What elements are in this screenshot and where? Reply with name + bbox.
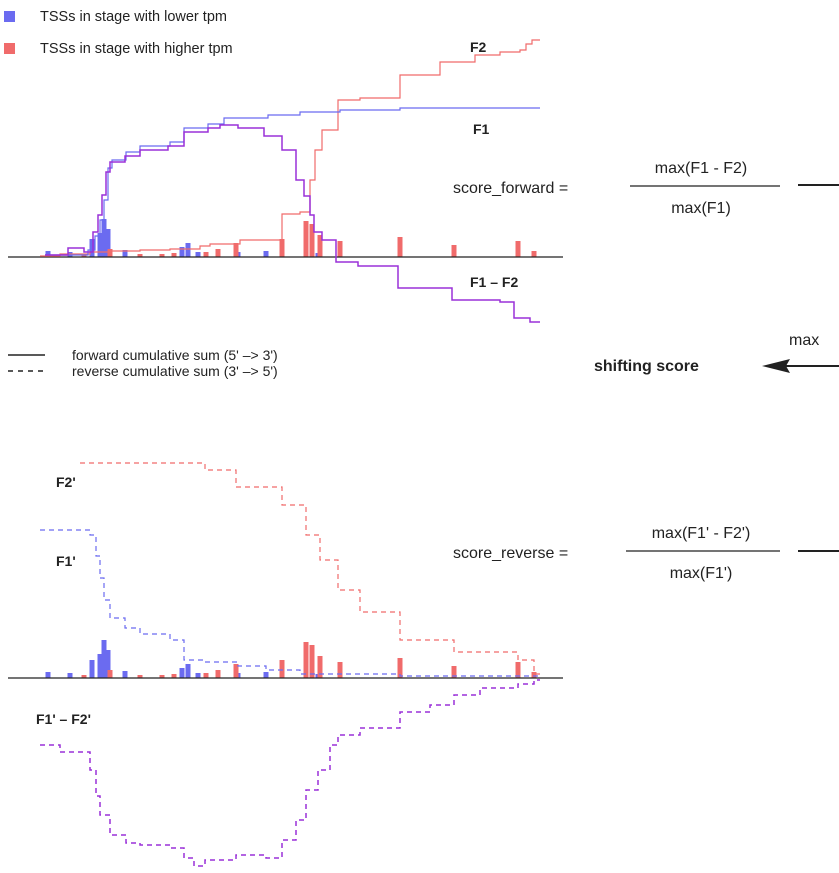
bars-top-higher-bar-1 [107, 249, 113, 257]
bars-top-lower-bar-5 [105, 229, 111, 257]
bars-top-higher-bar-3 [159, 254, 165, 257]
bars-bottom-higher-bar-15 [515, 662, 521, 678]
bars-top-lower-bar-0 [45, 251, 51, 257]
bars-top-higher-bar-11 [317, 235, 323, 257]
bars-bottom-lower-bar-9 [195, 673, 201, 678]
label-f2-prime: F2' [56, 474, 76, 490]
legend-swatch-lower-tpm [4, 11, 15, 22]
bars-top-higher-bar-9 [303, 221, 309, 257]
bars-bottom-higher-bar-7 [233, 664, 239, 678]
bars-bottom-lower-bar-6 [122, 671, 128, 678]
bars-bottom-higher-bar-10 [309, 645, 315, 678]
label-f2: F2 [470, 39, 487, 55]
bars-bottom-lower-bar-1 [67, 673, 73, 678]
bars-bottom-higher-bar-13 [397, 658, 403, 678]
forward-diff-curve [45, 124, 540, 323]
max-label: max [789, 332, 819, 349]
forward-f1-curve [45, 107, 540, 256]
legend-label-reverse: reverse cumulative sum (3' –> 5') [72, 363, 278, 379]
reverse-f1-curve [40, 529, 540, 677]
reverse-diff-curve [40, 679, 540, 867]
bars-top-lower-bar-4 [101, 219, 107, 257]
bars-bottom-higher-bar-3 [159, 675, 165, 678]
legend-label-lower-tpm: TSSs in stage with lower tpm [40, 9, 227, 25]
shifting-score-arrowhead [762, 359, 790, 373]
formula-reverse: score_reverse = max(F1' - F2') max(F1') [453, 525, 839, 582]
bars-top-lower-bar-8 [185, 243, 191, 257]
bars-bottom-lower-bar-4 [101, 640, 107, 678]
bars-bottom-lower-bar-0 [45, 672, 51, 678]
bars-bottom-higher-bar-11 [317, 656, 323, 678]
bars-top-higher-bar-15 [515, 241, 521, 257]
bars-top-higher-bar-12 [337, 241, 343, 257]
bars-top-higher-bar-10 [309, 224, 315, 257]
shifting-score-title: shifting score [594, 358, 699, 375]
forward-f2-curve [40, 39, 540, 257]
bars-top-lower-bar-2 [89, 239, 95, 257]
formula-forward-lhs: score_forward = [453, 180, 568, 197]
bars-top-higher-bar-2 [137, 254, 143, 257]
label-f1-minus-f2: F1 – F2 [470, 274, 518, 290]
legend-label-forward: forward cumulative sum (5' –> 3') [72, 347, 278, 363]
bars-bottom-lower-bar-8 [185, 664, 191, 678]
bars-top-higher-bar-5 [203, 252, 209, 257]
reverse-f2-curve [80, 462, 540, 675]
label-f1-prime-minus-f2-prime: F1' – F2' [36, 711, 91, 727]
formula-reverse-numerator: max(F1' - F2') [652, 525, 751, 542]
bars-bottom-lower-bar-11 [263, 672, 269, 678]
label-f1: F1 [473, 121, 490, 137]
bars-bottom-lower-bar-2 [89, 660, 95, 678]
bars-top-lower-bar-6 [122, 250, 128, 257]
bars-top-lower-bar-9 [195, 252, 201, 257]
legend-swatch-higher-tpm [4, 43, 15, 54]
bars-top-higher-bar-14 [451, 245, 457, 257]
formula-forward: score_forward = max(F1 - F2) max(F1) [453, 160, 839, 217]
forward-panel: F2 F1 F1 – F2 [8, 39, 563, 323]
forward-bars [45, 219, 537, 257]
reverse-panel: F2' F1' F1' – F2' [8, 462, 563, 867]
bars-bottom-higher-bar-2 [137, 675, 143, 678]
bars-bottom-lower-bar-7 [179, 668, 185, 678]
bars-top-higher-bar-7 [233, 243, 239, 257]
label-f1-prime: F1' [56, 553, 76, 569]
bars-top-lower-bar-3 [97, 233, 103, 257]
bars-top-higher-bar-4 [171, 253, 177, 257]
bars-bottom-lower-bar-5 [105, 650, 111, 678]
bars-bottom-higher-bar-12 [337, 662, 343, 678]
bars-bottom-higher-bar-4 [171, 674, 177, 678]
formula-reverse-lhs: score_reverse = [453, 545, 568, 562]
formula-forward-denominator: max(F1) [671, 200, 731, 217]
bars-top-higher-bar-8 [279, 239, 285, 257]
bars-top-lower-bar-11 [263, 251, 269, 257]
bars-bottom-higher-bar-5 [203, 673, 209, 678]
legend-label-higher-tpm: TSSs in stage with higher tpm [40, 41, 233, 57]
bars-bottom-higher-bar-9 [303, 642, 309, 678]
bars-bottom-higher-bar-0 [81, 675, 87, 678]
bars-bottom-lower-bar-3 [97, 654, 103, 678]
bars-bottom-higher-bar-1 [107, 670, 113, 678]
bars-bottom-higher-bar-8 [279, 660, 285, 678]
bars-bottom-higher-bar-14 [451, 666, 457, 678]
bars-top-higher-bar-16 [531, 251, 537, 257]
bars-top-higher-bar-6 [215, 249, 221, 257]
bars-bottom-higher-bar-6 [215, 670, 221, 678]
bars-top-higher-bar-13 [397, 237, 403, 257]
reverse-bars [45, 640, 537, 678]
formula-reverse-denominator: max(F1') [670, 565, 733, 582]
bars-top-lower-bar-7 [179, 247, 185, 257]
formula-forward-numerator: max(F1 - F2) [655, 160, 747, 177]
bars-bottom-higher-bar-16 [531, 672, 537, 678]
